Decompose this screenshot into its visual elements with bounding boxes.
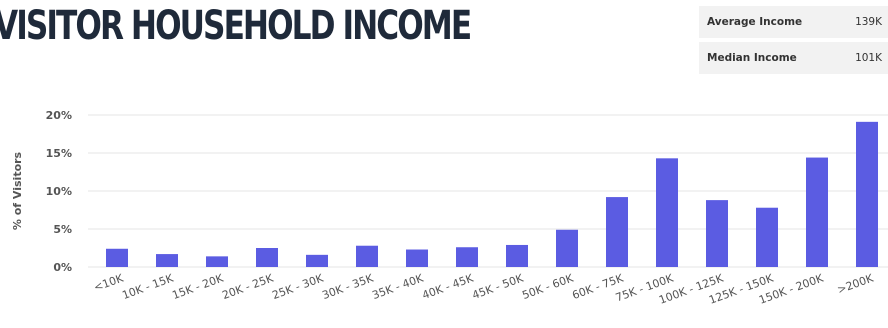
bar <box>556 229 578 267</box>
bars <box>106 121 878 267</box>
gridlines <box>88 114 888 268</box>
median-income-value: 101K <box>855 52 882 64</box>
bar <box>356 245 378 267</box>
bar <box>656 158 678 267</box>
bar <box>606 197 628 267</box>
bar <box>256 248 278 267</box>
bar <box>856 121 878 267</box>
bar <box>706 200 728 267</box>
bar <box>456 247 478 267</box>
y-axis-ticks: 0% 5% 10% 15% 20% <box>46 109 72 274</box>
x-tick-label: 50K - 60K <box>520 271 575 302</box>
page-title: VISITOR HOUSEHOLD INCOME <box>0 3 472 49</box>
y-tick-label: 20% <box>46 109 72 122</box>
y-tick-label: 0% <box>53 261 72 274</box>
bar <box>156 254 178 267</box>
y-tick-label: 10% <box>46 185 72 198</box>
bar <box>756 207 778 267</box>
bar <box>506 244 528 267</box>
x-tick-label: 40K - 45K <box>420 271 475 302</box>
x-tick-label: 20K - 25K <box>220 271 275 302</box>
y-axis-title: % of Visitors <box>11 151 24 230</box>
median-income-label: Median Income <box>707 52 797 64</box>
bar <box>806 157 828 267</box>
average-income-value: 139K <box>855 16 882 28</box>
x-tick-label: 10K - 15K <box>120 271 175 302</box>
x-tick-label: >200K <box>835 271 875 296</box>
bar <box>106 248 128 267</box>
x-tick-label: 25K - 30K <box>270 271 325 302</box>
x-tick-label: 45K - 50K <box>470 271 525 302</box>
bar <box>406 249 428 267</box>
x-tick-label: 15K - 20K <box>170 271 225 302</box>
x-tick-label: 30K - 35K <box>320 271 375 302</box>
median-income-row: Median Income 101K <box>699 42 888 74</box>
bar <box>306 254 328 267</box>
average-income-row: Average Income 139K <box>699 6 888 38</box>
y-tick-label: 15% <box>46 147 72 160</box>
x-tick-label: 35K - 40K <box>370 271 425 302</box>
average-income-label: Average Income <box>707 16 803 28</box>
bar <box>206 256 228 267</box>
y-tick-label: 5% <box>53 223 72 236</box>
income-stats-panel: Average Income 139K Median Income 101K <box>699 6 888 78</box>
